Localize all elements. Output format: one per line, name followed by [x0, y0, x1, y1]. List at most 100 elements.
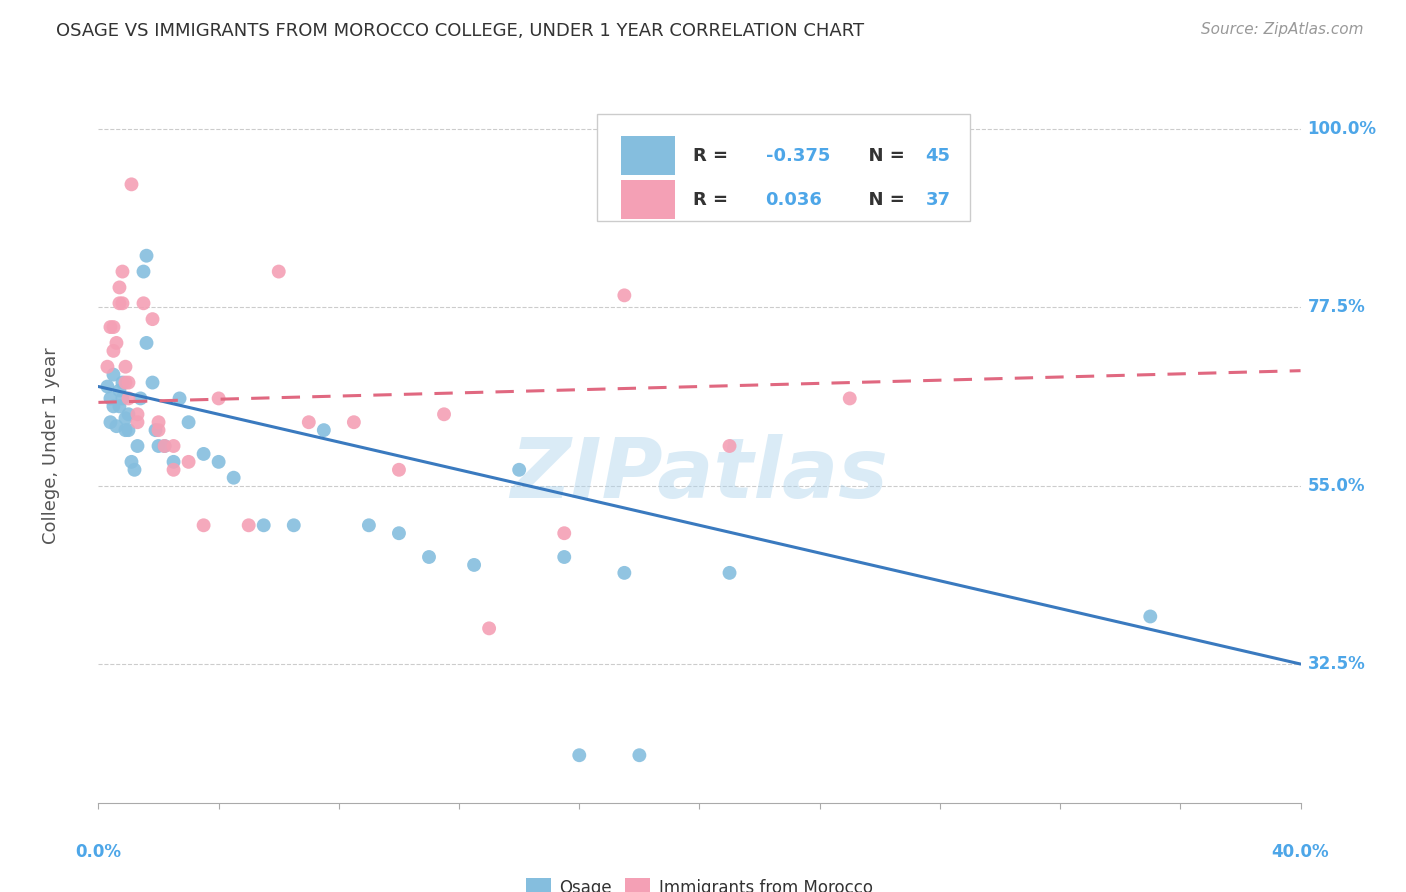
Point — [283, 518, 305, 533]
Point — [105, 335, 128, 350]
Point — [508, 463, 530, 477]
Point — [312, 423, 335, 437]
Legend: Osage, Immigrants from Morocco: Osage, Immigrants from Morocco — [519, 871, 880, 892]
Point — [111, 376, 134, 390]
Point — [111, 296, 134, 310]
Point — [553, 526, 575, 541]
Point — [193, 447, 215, 461]
Point — [129, 392, 152, 406]
Point — [208, 392, 231, 406]
Point — [253, 518, 276, 533]
Text: 40.0%: 40.0% — [1272, 843, 1329, 861]
Point — [96, 379, 118, 393]
Text: 0.0%: 0.0% — [76, 843, 121, 861]
Point — [141, 312, 163, 326]
Point — [111, 264, 134, 278]
Point — [121, 178, 143, 192]
Text: 32.5%: 32.5% — [1308, 655, 1365, 673]
Point — [718, 566, 741, 580]
Point — [135, 249, 157, 263]
Point — [838, 392, 860, 406]
Text: 55.0%: 55.0% — [1308, 476, 1365, 495]
Point — [103, 343, 125, 358]
Point — [613, 566, 636, 580]
Point — [357, 518, 380, 533]
Point — [568, 748, 591, 763]
Point — [96, 359, 118, 374]
Point — [127, 407, 149, 421]
Point — [124, 463, 146, 477]
Text: R =: R = — [693, 146, 735, 165]
Point — [111, 392, 134, 406]
Text: N =: N = — [856, 191, 911, 209]
Point — [108, 280, 131, 294]
FancyBboxPatch shape — [598, 114, 970, 221]
Bar — [621, 136, 675, 176]
Point — [177, 415, 200, 429]
Point — [238, 518, 260, 533]
Point — [193, 518, 215, 533]
Point — [148, 423, 170, 437]
Point — [613, 288, 636, 302]
Point — [103, 400, 125, 414]
Point — [148, 439, 170, 453]
Point — [108, 400, 131, 414]
Text: 77.5%: 77.5% — [1308, 298, 1365, 317]
Point — [117, 376, 139, 390]
Text: 37: 37 — [925, 191, 950, 209]
Point — [103, 320, 125, 334]
Point — [153, 439, 176, 453]
Point — [162, 455, 184, 469]
Point — [114, 411, 136, 425]
Point — [103, 368, 125, 382]
Point — [132, 264, 155, 278]
Point — [162, 439, 184, 453]
Point — [114, 376, 136, 390]
Point — [141, 376, 163, 390]
Point — [388, 463, 411, 477]
Point — [343, 415, 366, 429]
Point — [114, 359, 136, 374]
Point — [153, 439, 176, 453]
Point — [100, 415, 122, 429]
Point — [114, 423, 136, 437]
Point — [169, 392, 191, 406]
Point — [117, 423, 139, 437]
Text: OSAGE VS IMMIGRANTS FROM MOROCCO COLLEGE, UNDER 1 YEAR CORRELATION CHART: OSAGE VS IMMIGRANTS FROM MOROCCO COLLEGE… — [56, 22, 865, 40]
Point — [628, 748, 651, 763]
Point — [433, 407, 456, 421]
Point — [267, 264, 290, 278]
Y-axis label: College, Under 1 year: College, Under 1 year — [42, 348, 60, 544]
Text: N =: N = — [856, 146, 911, 165]
Text: 0.036: 0.036 — [766, 191, 823, 209]
Point — [162, 463, 184, 477]
Bar — [621, 180, 675, 219]
Point — [117, 407, 139, 421]
Point — [463, 558, 485, 572]
Point — [132, 296, 155, 310]
Point — [121, 455, 143, 469]
Point — [208, 455, 231, 469]
Point — [135, 335, 157, 350]
Point — [718, 439, 741, 453]
Point — [148, 415, 170, 429]
Point — [177, 455, 200, 469]
Point — [145, 423, 167, 437]
Point — [418, 549, 440, 564]
Text: 100.0%: 100.0% — [1308, 120, 1376, 138]
Text: ZIPatlas: ZIPatlas — [510, 434, 889, 515]
Text: R =: R = — [693, 191, 735, 209]
Point — [222, 471, 245, 485]
Point — [108, 384, 131, 398]
Point — [127, 439, 149, 453]
Point — [388, 526, 411, 541]
Point — [478, 621, 501, 635]
Point — [105, 419, 128, 434]
Point — [298, 415, 321, 429]
Point — [108, 296, 131, 310]
Text: 45: 45 — [925, 146, 950, 165]
Point — [553, 549, 575, 564]
Text: -0.375: -0.375 — [766, 146, 830, 165]
Point — [100, 320, 122, 334]
Point — [127, 415, 149, 429]
